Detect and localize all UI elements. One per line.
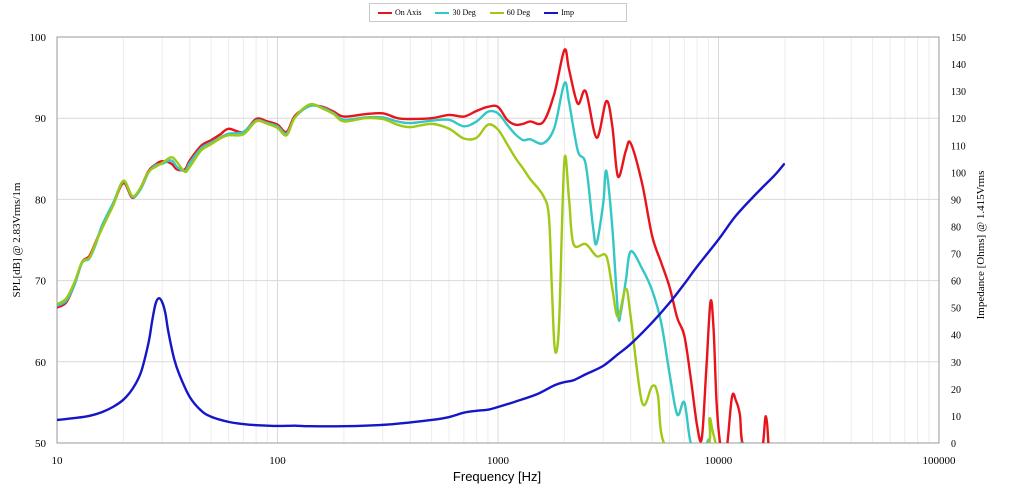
series-line-on-axis xyxy=(57,48,770,443)
legend-item-on-axis: On Axis xyxy=(378,8,421,17)
legend-label-30-deg: 30 Deg xyxy=(452,8,476,17)
y-left-tick-label: 60 xyxy=(35,357,47,369)
y-left-axis-label: SPL[dB] @ 2.83Vrms/1m xyxy=(11,182,23,297)
y-left-tick-label: 100 xyxy=(30,32,47,44)
x-tick-label: 100 xyxy=(269,455,286,467)
y-right-tick-label: 100 xyxy=(951,168,966,179)
y-right-tick-label: 20 xyxy=(951,385,961,396)
grid-lines xyxy=(56,36,939,444)
x-axis-ticks: 10 100 1000 10000 100000 xyxy=(52,455,957,467)
legend-label-imp: Imp xyxy=(561,8,574,17)
legend-swatch-imp xyxy=(544,11,559,14)
y-right-tick-label: 60 xyxy=(951,277,961,288)
y-right-tick-label: 30 xyxy=(951,358,961,369)
legend: On Axis 30 Deg 60 Deg Imp xyxy=(369,3,627,22)
y-left-tick-label: 90 xyxy=(35,113,47,125)
y-right-tick-label: 110 xyxy=(951,141,966,152)
legend-item-30-deg: 30 Deg xyxy=(435,8,476,17)
y-right-tick-label: 130 xyxy=(951,87,966,98)
series-layer xyxy=(57,48,786,443)
legend-label-60-deg: 60 Deg xyxy=(506,8,531,17)
legend-swatch-on-axis xyxy=(378,11,392,14)
y-left-tick-label: 80 xyxy=(35,194,47,206)
y-left-tick-label: 50 xyxy=(35,438,47,450)
series-line-imp xyxy=(57,163,786,428)
y-right-tick-label: 140 xyxy=(951,60,966,71)
plot-area-frame xyxy=(56,36,940,444)
legend-swatch-60-deg xyxy=(489,11,504,14)
legend-label-on-axis: On Axis xyxy=(395,8,422,17)
y-right-tick-label: 120 xyxy=(951,114,966,125)
legend-item-60-deg: 60 Deg xyxy=(489,8,531,17)
y-left-tick-label: 70 xyxy=(35,276,47,288)
x-tick-label: 1000 xyxy=(487,455,510,467)
y-right-axis-label: Impedance [Ohms] @ 1.415Vrms xyxy=(975,171,987,320)
series-line-30-deg xyxy=(57,81,743,443)
series-line-60-deg xyxy=(57,102,717,443)
y-right-tick-label: 0 xyxy=(951,439,956,450)
legend-swatch-30-deg xyxy=(435,11,450,14)
y-right-tick-label: 70 xyxy=(951,250,961,261)
x-axis-label: Frequency [Hz] xyxy=(453,469,541,484)
y-right-tick-label: 50 xyxy=(951,304,961,315)
y-right-axis-ticks: 0 10 20 30 40 50 60 70 80 90 100 110 120 130 140 150 xyxy=(951,33,966,450)
y-right-tick-label: 10 xyxy=(951,412,961,423)
legend-item-imp: Imp xyxy=(544,8,574,17)
y-right-tick-label: 80 xyxy=(951,222,961,233)
y-right-tick-label: 40 xyxy=(951,331,961,342)
y-right-tick-label: 150 xyxy=(951,33,966,44)
x-tick-label: 10000 xyxy=(705,455,733,467)
y-left-axis-ticks: 50 60 70 80 90 100 xyxy=(30,32,47,450)
x-tick-label: 100000 xyxy=(923,455,957,467)
x-tick-label: 10 xyxy=(52,455,64,467)
y-right-tick-label: 90 xyxy=(951,195,961,206)
